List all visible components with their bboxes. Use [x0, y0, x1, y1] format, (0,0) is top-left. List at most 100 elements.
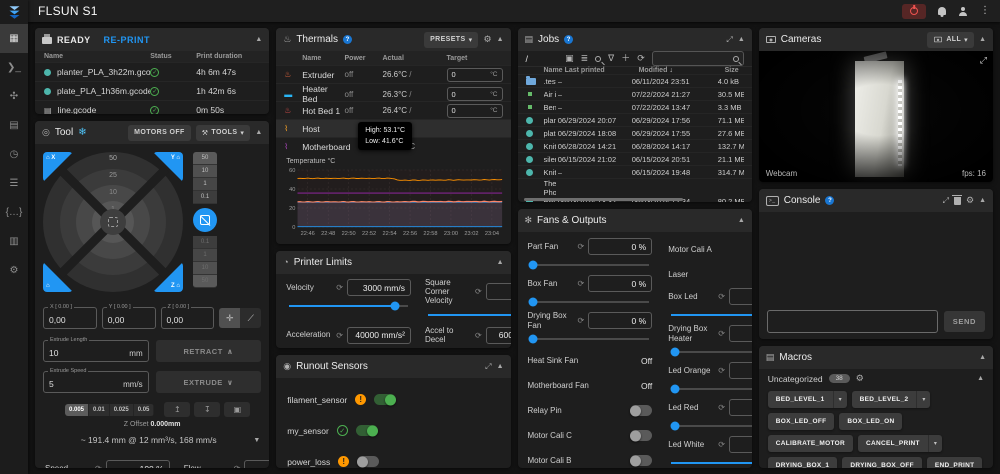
reset-icon[interactable]: ⟳ — [336, 283, 343, 292]
value-input[interactable]: 40000 mm/s² — [346, 326, 411, 344]
retract-button[interactable]: RETRACT ∧ — [155, 340, 262, 362]
expand-icon[interactable]: ⤢ — [942, 195, 949, 205]
reset-icon[interactable]: ⟳ — [474, 330, 482, 340]
table-row[interactable]: planter_PLA_3h22m.gcode ✓ 4h 6m 47s — [35, 62, 270, 81]
presets-button[interactable]: PRESETS ▾ — [424, 31, 479, 48]
macro-button-end_print[interactable]: END_PRINT — [926, 457, 983, 468]
macro-button-cancel_print[interactable]: CANCEL_PRINT ▾ — [858, 435, 942, 452]
macro-button-bed_level_1[interactable]: BED_LEVEL_1 ▾ — [767, 391, 847, 408]
motor-cali-c-toggle[interactable] — [630, 430, 653, 441]
babystep-down-button[interactable]: ↧ — [194, 402, 221, 417]
macro-button-calibrate_motor[interactable]: CALIBRATE_MOTOR — [767, 435, 854, 452]
heater-row-heater-bed[interactable]: ▬ Heater Bed off 26.3°C / 0 °C — [276, 83, 511, 104]
absolute-move-icon[interactable]: ✛ — [219, 308, 241, 328]
usb-device-icon[interactable]: ≣ — [580, 53, 589, 63]
z-offset-step-0.01[interactable]: 0.01 — [89, 403, 110, 416]
table-row[interactable]: ▤ line.gcode ✓ 0m 50s — [35, 100, 270, 114]
search-icon[interactable] — [595, 55, 602, 62]
reset-icon[interactable]: ⟳ — [95, 464, 102, 468]
gear-icon[interactable]: ⚙ — [483, 34, 492, 44]
z-up-1-button[interactable]: 1 — [193, 178, 217, 191]
relay-pin-toggle[interactable] — [630, 405, 653, 416]
reset-icon[interactable]: ⟳ — [718, 366, 725, 375]
value-input[interactable]: 5 mm/s — [485, 283, 511, 301]
extrude-length-field[interactable]: Extrude Length 10 mm — [43, 337, 149, 362]
job-row[interactable]: Knitted Owl_PLA_3h52m.gcode06/28/2024 14… — [517, 139, 752, 152]
value-input[interactable]: 3000 mm/s — [346, 279, 411, 296]
z-down-1-button[interactable]: 1 — [193, 249, 217, 262]
z-up-0.1-button[interactable]: 0.1 — [193, 191, 217, 204]
collapse-chevron-icon[interactable]: ▲ — [496, 36, 504, 43]
reset-icon[interactable]: ⟳ — [718, 403, 725, 412]
y-position-field[interactable]: Y [ 0.00 ] 0,00 — [101, 304, 156, 329]
macro-button-drying_box_off[interactable]: DRYING_BOX_OFF — [842, 457, 922, 468]
sidebar-item-history[interactable]: ◷ — [0, 140, 28, 169]
reset-icon[interactable]: ⟳ — [336, 330, 343, 340]
reset-icon[interactable]: ⟳ — [718, 440, 725, 449]
collapse-chevron-icon[interactable]: ▲ — [737, 36, 745, 43]
sidebar-item-heightmap[interactable]: ✣ — [0, 82, 28, 111]
extrude-speed-field[interactable]: Extrude Speed 5 mm/s — [43, 368, 149, 393]
value-input[interactable]: 6000 mm/s² — [485, 326, 511, 344]
value-input[interactable]: 0 % — [728, 362, 752, 379]
chevron-down-icon[interactable]: ▾ — [832, 391, 847, 408]
slider-track[interactable] — [528, 297, 650, 307]
value-input[interactable]: 100 % — [105, 460, 170, 468]
collapse-chevron-icon[interactable]: ▲ — [737, 217, 745, 224]
filter-icon[interactable]: ∇ — [608, 53, 615, 63]
chevron-down-icon[interactable]: ▾ — [916, 391, 930, 408]
cooling-snowflake-icon[interactable]: ❄ — [78, 127, 87, 138]
clear-console-icon[interactable] — [952, 194, 963, 205]
modified-sort[interactable]: Modified ↓ — [638, 67, 673, 74]
value-input[interactable]: 0 % — [588, 275, 653, 292]
motion-center-button[interactable] — [100, 209, 126, 235]
slider-thumb[interactable] — [670, 384, 680, 394]
collapse-chevron-icon[interactable]: ▲ — [979, 354, 986, 361]
collapse-chevron-icon[interactable]: ▲ — [977, 375, 984, 382]
reset-icon[interactable]: ⟳ — [577, 279, 585, 288]
overflow-menu-icon[interactable]: ⋮ — [980, 5, 990, 16]
move-to-z0-button[interactable]: ↥ — [164, 402, 191, 417]
emergency-stop-button[interactable] — [902, 3, 926, 19]
value-input[interactable]: 0 % — [728, 399, 752, 416]
slider-thumb[interactable] — [528, 260, 538, 270]
tools-dropdown-button[interactable]: ⚒ TOOLS ▾ — [195, 124, 251, 141]
heater-row-extruder[interactable]: ♨ Extruder off 26.6°C / 0 °C — [276, 65, 511, 83]
target-temp-input[interactable]: 0 °C — [446, 67, 503, 82]
motors-off-button[interactable]: MOTORS OFF — [128, 124, 191, 141]
sidebar-item-gcode-files[interactable]: ▤ — [0, 111, 28, 140]
reset-icon[interactable]: ⟳ — [234, 464, 241, 468]
value-input[interactable]: 0 % — [728, 325, 752, 342]
slider-track[interactable] — [671, 462, 752, 464]
z-down-10-button[interactable]: 10 — [193, 262, 217, 275]
job-row[interactable]: Air intake silencer.gcode– 07/22/2024 21:… — [517, 87, 752, 100]
console-command-input[interactable] — [766, 310, 938, 333]
slider-thumb[interactable] — [390, 301, 400, 311]
horizontal-scrollbar[interactable] — [523, 198, 683, 201]
move-info-bar[interactable]: ~ 191.4 mm @ 12 mm³/s, 168 mm/s ▼ — [35, 435, 269, 445]
slider-track[interactable] — [670, 384, 752, 394]
thumbnail-view-icon[interactable]: ▣ — [565, 53, 574, 63]
camera-select-button[interactable]: ALL ▾ — [927, 31, 975, 48]
flsun-logo-icon[interactable] — [0, 0, 28, 24]
user-icon[interactable] — [958, 7, 968, 16]
jog-dial[interactable]: 5025101 ⌂ X Y ⌂ ⌂ Z ⌂ — [43, 152, 183, 292]
z-tilt-button[interactable] — [193, 208, 217, 232]
sidebar-item-dashboard[interactable]: ▦ — [0, 24, 28, 53]
heater-row-hot-bed-1[interactable]: ♨ Hot Bed 1 off 26.4°C / 0 °C — [276, 101, 511, 119]
notifications-bell-icon[interactable] — [938, 7, 946, 15]
z-offset-step-0.005[interactable]: 0.005 — [65, 403, 90, 416]
collapse-chevron-icon[interactable]: ▲ — [255, 36, 263, 43]
value-input[interactable]: 0 % — [588, 312, 653, 329]
job-row[interactable]: .test– 06/11/2024 23:51 4.0 kB — [517, 74, 752, 87]
sidebar-item-console[interactable]: ❯_ — [0, 53, 28, 82]
job-row[interactable]: planter_PLA_3h22m.gcode06/29/2024 20:07 0… — [517, 113, 752, 126]
reset-icon[interactable]: ⟳ — [718, 329, 725, 338]
collapse-chevron-icon[interactable]: ▲ — [496, 363, 504, 370]
info-badge-icon[interactable]: ? — [564, 35, 574, 44]
slider-track[interactable] — [670, 421, 752, 431]
slider-thumb[interactable] — [670, 347, 680, 357]
x-position-field[interactable]: X [ 0.00 ] 0,00 — [43, 304, 97, 329]
sidebar-item-settings[interactable]: ⚙ — [0, 256, 28, 285]
target-temp-input[interactable]: 0 °C — [446, 103, 503, 118]
